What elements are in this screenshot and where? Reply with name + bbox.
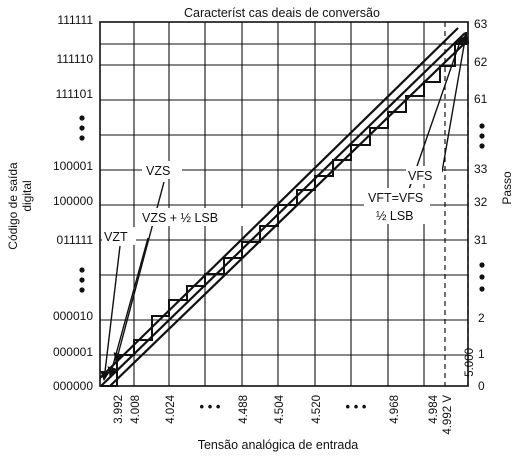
code-label: 000000 (53, 379, 93, 393)
step-label: 61 (474, 92, 488, 106)
code-label: 011111 (57, 233, 94, 247)
vzs-half-lsb-label: VZS + ½ LSB (142, 211, 218, 225)
step-label: 63 (474, 17, 488, 31)
step-label: 62 (474, 55, 488, 69)
step-label: 0 (478, 379, 485, 393)
code-label: 111101 (56, 87, 94, 101)
input-voltage-labels: 3.992 4.008 4.024 4.488 4.504 4.520 4.96… (113, 348, 476, 435)
ideal-transfer-lines (99, 27, 469, 387)
voltage-label: 5.000 (464, 348, 476, 377)
code-label: 000010 (53, 309, 93, 323)
vft-label-line2: ½ LSB (376, 209, 414, 223)
voltage-label: 4.024 (165, 394, 177, 423)
voltage-label: 4.504 (274, 394, 286, 423)
code-label: 100001 (53, 159, 93, 173)
voltage-label: 4.984 (428, 394, 440, 423)
diagram-title: Característ cas deais de conversão (184, 6, 380, 20)
bottom-ellipsis-left: • • • (200, 399, 221, 414)
voltage-label: 4.992 V (442, 395, 454, 435)
grid (99, 21, 469, 387)
voltage-label: 4.968 (389, 395, 401, 424)
step-label: 2 (478, 311, 485, 325)
x-axis-label: Tensão analógica de entrada (198, 438, 359, 452)
left-vertical-ellipsis (79, 115, 85, 293)
step-label: 33 (474, 162, 488, 176)
bottom-ellipsis-right: • • • (346, 399, 367, 414)
code-label: 111111 (57, 13, 93, 27)
output-code-labels: 000000 000001 000010 011111 100000 10000… (53, 13, 93, 393)
voltage-label: 3.992 (113, 395, 125, 424)
voltage-label: 4.488 (238, 395, 250, 424)
annotation-labels: VZS VZS + ½ LSB VZT VFT=VFS ½ LSB VFS (102, 161, 442, 245)
step-label: 32 (474, 195, 488, 209)
step-label: 31 (474, 233, 488, 247)
vzs-label: VZS (146, 164, 170, 178)
right-axis-label: Passo (500, 171, 514, 205)
vzt-label: VZT (104, 230, 128, 244)
bottom-ellipsis: • • • • • • (200, 399, 367, 414)
vfs-label: VFS (408, 169, 432, 183)
step-labels: 0 1 2 31 32 33 61 62 63 (474, 17, 488, 393)
full-scale-dashed-lines (444, 22, 469, 386)
vft-label-line1: VFT=VFS (368, 191, 423, 205)
y-axis-label-line1: Código de saída (6, 162, 20, 250)
code-label: 000001 (53, 345, 93, 359)
voltage-label: 4.008 (130, 395, 142, 424)
right-vertical-ellipsis (479, 123, 485, 292)
code-label: 111110 (57, 52, 94, 66)
y-axis-label-line2: digital (20, 180, 34, 211)
step-label: 1 (478, 347, 485, 361)
voltage-label: 4.520 (311, 395, 323, 424)
code-label: 100000 (53, 194, 93, 208)
